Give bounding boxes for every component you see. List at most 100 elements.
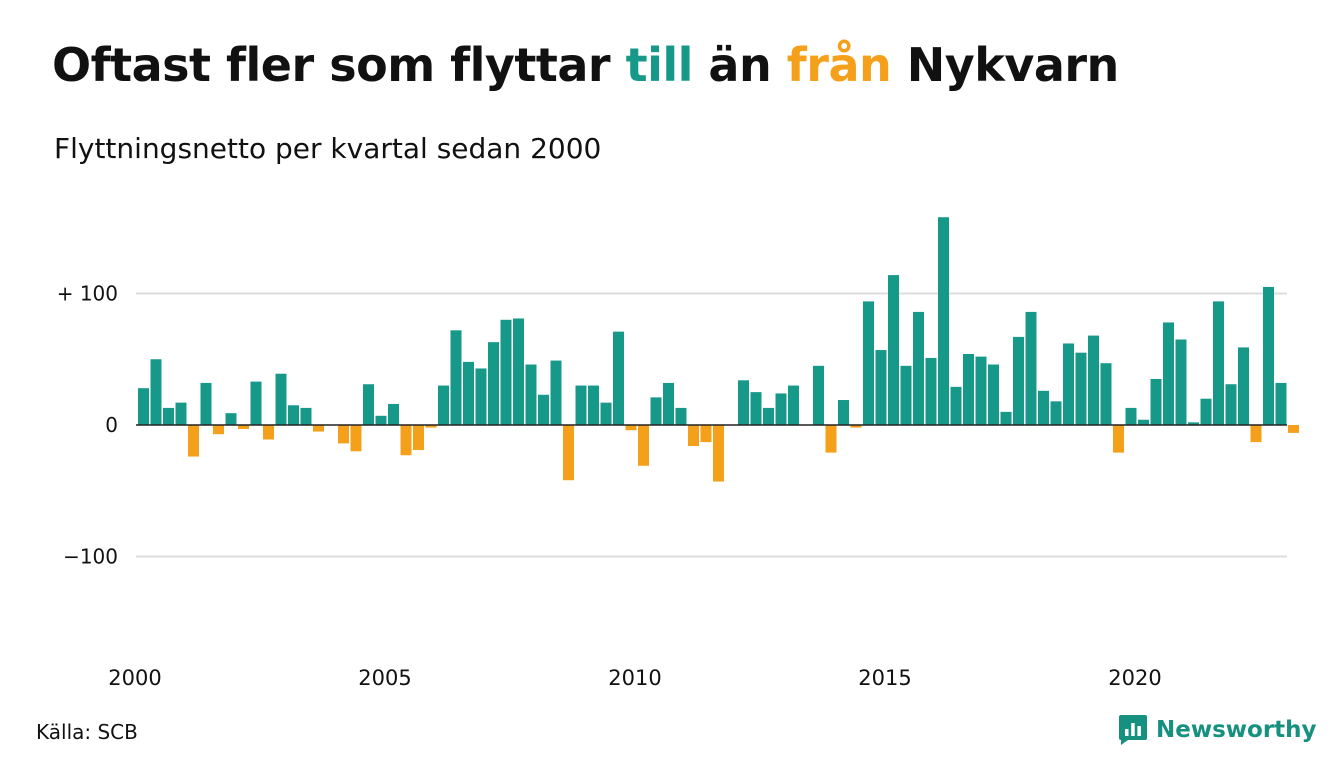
bar (1113, 425, 1124, 453)
bar (838, 400, 849, 425)
bar (1000, 411, 1012, 425)
bar (888, 275, 899, 425)
bar (500, 319, 512, 425)
bar (200, 382, 212, 425)
bar (1188, 422, 1199, 425)
x-tick-label: 2005 (358, 666, 411, 690)
title-prefix: Oftast fler som flyttar (52, 38, 626, 92)
bar (625, 425, 637, 431)
bar (1100, 363, 1112, 425)
bar (1175, 339, 1187, 425)
brand-logo[interactable]: Newsworthy (1118, 714, 1317, 746)
bar (250, 381, 262, 425)
bar (688, 425, 699, 447)
bar (150, 359, 162, 425)
x-tick-label: 2010 (608, 666, 661, 690)
bar (388, 403, 399, 425)
bar (663, 382, 674, 425)
bar (450, 330, 462, 425)
bar (1163, 322, 1174, 425)
bar (263, 425, 274, 440)
bar (1150, 378, 1162, 425)
bar (925, 357, 937, 425)
bar (738, 380, 749, 425)
bar (588, 385, 599, 425)
bar (300, 407, 312, 425)
brand-name: Newsworthy (1156, 717, 1317, 743)
bar (1050, 401, 1062, 425)
bar (1238, 347, 1249, 425)
bar (1250, 425, 1262, 443)
bar (813, 365, 824, 425)
bar (600, 402, 612, 425)
bar (275, 373, 287, 425)
bar (138, 388, 149, 425)
bar (288, 405, 299, 425)
bar (1288, 425, 1299, 433)
bar (1138, 419, 1149, 425)
bar (713, 425, 724, 482)
bar (213, 425, 224, 435)
bar (1038, 390, 1049, 425)
y-tick-label: + 100 (57, 282, 118, 306)
bar (375, 415, 387, 425)
bars (138, 217, 1299, 482)
bar (413, 425, 424, 450)
bar (938, 217, 949, 425)
bar (538, 394, 549, 425)
x-tick-label: 2000 (108, 666, 161, 690)
bar (963, 353, 974, 425)
newsworthy-logo-icon (1119, 715, 1147, 745)
bar (188, 425, 199, 457)
bar (525, 364, 537, 425)
bar (1013, 336, 1024, 425)
bar (1063, 343, 1074, 425)
title-suffix: Nykvarn (891, 38, 1120, 92)
x-axis-labels: 2000 2005 2010 2015 2020 (108, 666, 1161, 690)
source-note: Källa: SCB (36, 720, 138, 744)
bar (1263, 286, 1274, 425)
bar (438, 385, 449, 425)
bar (913, 311, 924, 425)
bar (650, 397, 662, 425)
grid-lines (136, 292, 1287, 558)
bar (575, 385, 587, 425)
bar (900, 365, 912, 425)
bar (400, 425, 412, 456)
bar (363, 384, 374, 425)
bar (163, 407, 174, 425)
bar (475, 368, 487, 425)
bar (425, 425, 437, 428)
bar (988, 364, 999, 425)
y-tick-label: −100 (63, 545, 118, 569)
title-till: till (625, 38, 694, 92)
bar-chart: + 100 0 −100 2000 2005 2010 2015 2020 (57, 217, 1299, 690)
bar (488, 342, 499, 425)
bar (1225, 384, 1237, 425)
x-tick-label: 2020 (1108, 666, 1161, 690)
bar (675, 407, 687, 425)
bar (638, 425, 649, 466)
bar (875, 350, 887, 425)
title-middle: än (692, 38, 787, 92)
bar (850, 425, 862, 428)
bar (863, 301, 874, 425)
bar (563, 425, 574, 481)
bar (788, 385, 799, 425)
title-fran: från (786, 38, 892, 92)
bar (1025, 311, 1037, 425)
bar (613, 331, 624, 425)
bar (175, 402, 187, 425)
bar (513, 318, 524, 425)
bar (1213, 301, 1224, 425)
bar (238, 425, 249, 429)
bar (775, 393, 787, 425)
bar (1200, 398, 1212, 425)
bar (1125, 407, 1137, 425)
y-tick-label: 0 (105, 413, 118, 437)
bar (350, 425, 362, 452)
bar (550, 360, 562, 425)
chart-title: Oftast fler som flyttar till än från Nyk… (52, 38, 1119, 92)
bar (1088, 335, 1099, 425)
bar (700, 425, 712, 443)
